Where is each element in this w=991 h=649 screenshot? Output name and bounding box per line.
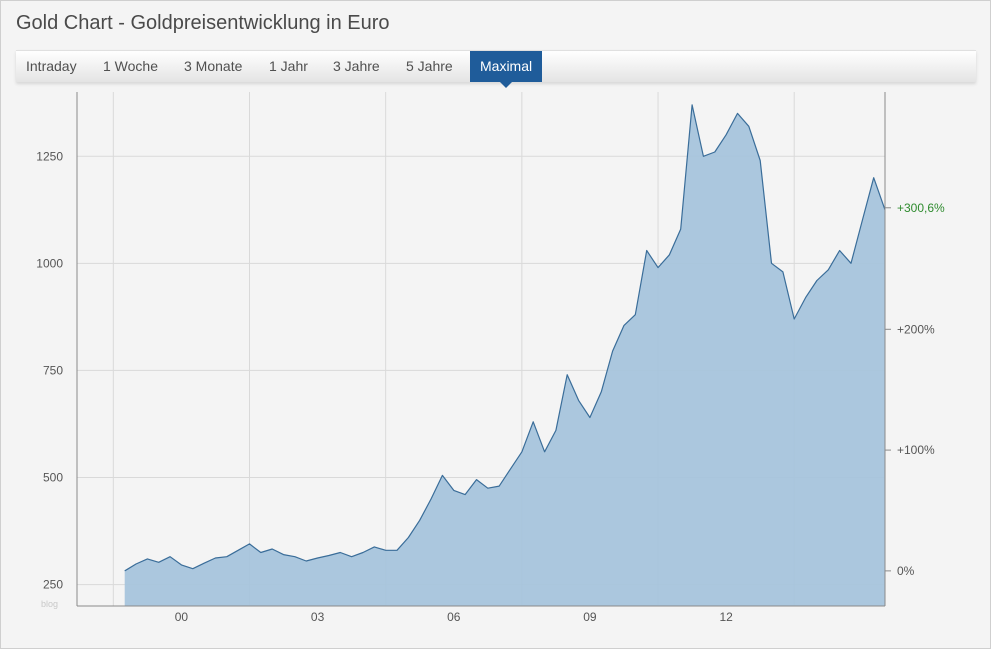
- x-tick-label: 03: [311, 610, 325, 624]
- y-tick-label: 250: [43, 578, 63, 592]
- tab-intraday[interactable]: Intraday: [26, 58, 77, 74]
- range-tab-bar: Intraday 1 Woche 3 Monate 1 Jahr 3 Jahre…: [16, 50, 976, 88]
- price-line: [124, 104, 886, 572]
- right-axis-label: 0%: [897, 564, 915, 578]
- right-axis-label: +200%: [897, 322, 935, 336]
- y-tick-label: 750: [43, 363, 63, 377]
- watermark-text: blog: [41, 599, 58, 609]
- price-area: [124, 104, 885, 607]
- tab-maximal[interactable]: Maximal: [470, 51, 543, 88]
- last-value-label: +300,6%: [897, 201, 945, 215]
- tab-1-woche[interactable]: 1 Woche: [103, 58, 158, 74]
- x-tick-label: 09: [583, 610, 597, 624]
- x-tick-label: 12: [719, 610, 733, 624]
- x-tick-label: 00: [175, 610, 189, 624]
- y-tick-label: 1000: [36, 256, 63, 270]
- x-tick-label: 06: [447, 610, 461, 624]
- page-title: Gold Chart - Goldpreisentwicklung in Eur…: [16, 12, 390, 34]
- tab-3-jahre[interactable]: 3 Jahre: [333, 58, 380, 74]
- tab-1-jahr[interactable]: 1 Jahr: [269, 58, 308, 74]
- y-tick-label: 500: [43, 471, 63, 485]
- tab-3-monate[interactable]: 3 Monate: [184, 58, 243, 74]
- tab-5-jahre[interactable]: 5 Jahre: [406, 58, 453, 74]
- right-axis-label: +100%: [897, 443, 935, 457]
- y-tick-label: 1250: [36, 149, 63, 163]
